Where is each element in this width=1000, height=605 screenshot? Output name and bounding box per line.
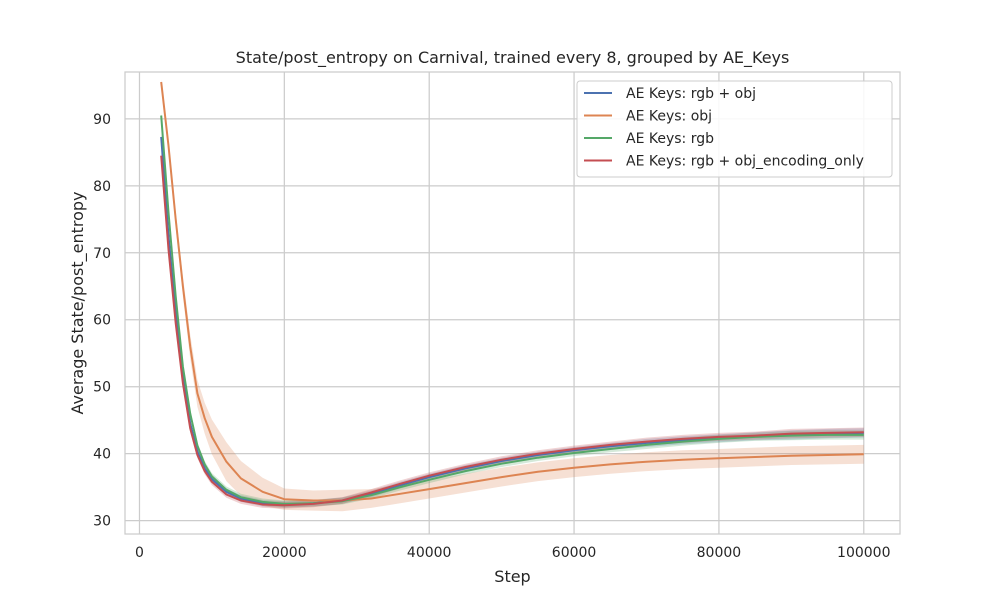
legend-box xyxy=(576,80,893,178)
x-tick-label: 40000 xyxy=(407,545,452,561)
plot-frame xyxy=(124,71,901,535)
legend-label-4: AE Keys: rgb + obj_encoding_only xyxy=(626,154,864,170)
x-tick-label: 20000 xyxy=(262,545,307,561)
y-tick-label: 80 xyxy=(93,179,111,195)
y-tick-label: 40 xyxy=(93,447,111,463)
series-line-3 xyxy=(160,115,864,505)
x-axis-label: Step xyxy=(494,567,530,586)
tick-labels: 0 20000 40000 60000 80000 100000 30 40 50 60 70 80 9… xyxy=(93,112,890,561)
x-tick-label: 100000 xyxy=(837,545,890,561)
y-tick-label: 90 xyxy=(93,112,111,128)
chart-title: State/post_entropy on Carnival, trained … xyxy=(236,48,790,68)
x-tick-label: 0 xyxy=(135,545,144,561)
series-line-4 xyxy=(160,155,864,507)
y-axis-label: Average State/post_entropy xyxy=(68,192,88,415)
legend-label-1: AE Keys: rgb + obj xyxy=(626,86,756,102)
y-tick-label: 30 xyxy=(93,514,111,530)
series-lines xyxy=(160,81,864,507)
series-line-2 xyxy=(160,81,864,502)
legend-label-2: AE Keys: obj xyxy=(626,109,712,125)
legend-entries: AE Keys: rgb + obj AE Keys: obj AE Keys: r… xyxy=(584,86,864,170)
legend-label-3: AE Keys: rgb xyxy=(626,131,714,147)
x-tick-label: 80000 xyxy=(697,545,742,561)
x-tick-label: 60000 xyxy=(552,545,597,561)
y-tick-label: 60 xyxy=(93,313,111,329)
y-tick-label: 70 xyxy=(93,246,111,262)
y-tick-label: 50 xyxy=(93,380,111,396)
legend: AE Keys: rgb + obj AE Keys: obj AE Keys: r… xyxy=(576,80,893,178)
